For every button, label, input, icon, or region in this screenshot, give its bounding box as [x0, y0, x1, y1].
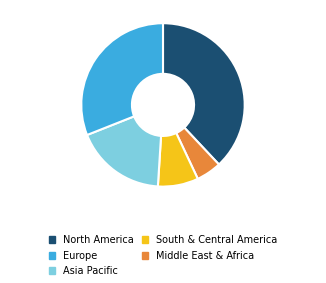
- Wedge shape: [87, 116, 161, 186]
- Wedge shape: [158, 133, 198, 186]
- Wedge shape: [163, 23, 245, 164]
- Legend: North America, Europe, Asia Pacific, South & Central America, Middle East & Afri: North America, Europe, Asia Pacific, Sou…: [46, 232, 280, 279]
- Circle shape: [132, 74, 194, 136]
- Wedge shape: [176, 128, 219, 179]
- Wedge shape: [81, 23, 163, 135]
